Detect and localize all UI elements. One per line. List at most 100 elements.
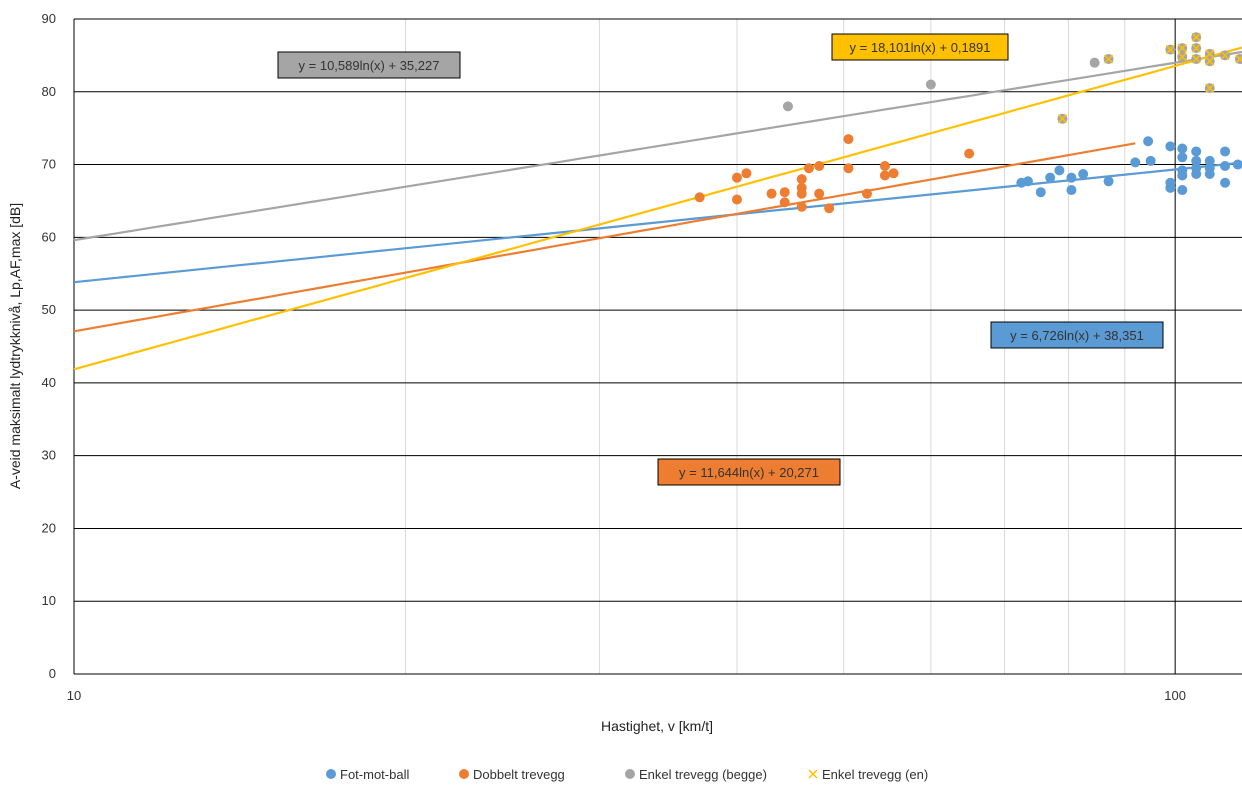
y-tick-label: 60 [42, 229, 56, 244]
equation-text: y = 6,726ln(x) + 38,351 [1010, 328, 1144, 343]
equation-box [990, 321, 1164, 349]
trendline-equation: y = 10,589ln(x) + 35,227 [277, 51, 461, 79]
data-point [1177, 152, 1188, 163]
data-point-stroke [1191, 32, 1201, 42]
data-point [1220, 146, 1231, 157]
equation-box [277, 51, 461, 79]
data-point [843, 134, 854, 145]
data-point-stroke [1205, 49, 1215, 59]
data-point-stroke [1104, 54, 1114, 64]
x-tick-label: 100 [1164, 688, 1186, 703]
data-point [731, 194, 742, 205]
data-point [824, 203, 835, 214]
data-point [862, 188, 873, 199]
y-tick-label: 50 [42, 302, 56, 317]
data-point-x [1177, 52, 1187, 62]
data-point [694, 192, 705, 203]
trendline [73, 46, 1242, 371]
equation-text: y = 18,101ln(x) + 0,1891 [850, 40, 991, 55]
legend: Fot-mot-ball Dobbelt trevegg Enkel trevegg… [326, 767, 928, 782]
data-point-stroke [1191, 43, 1201, 53]
trendline [73, 161, 1242, 284]
legend-entry: Enkel trevegg (en) [808, 767, 928, 782]
y-axis-title: A-veid maksimalt lydtrykknivå, Lp,AF,max… [7, 203, 23, 489]
data-point [1066, 185, 1077, 196]
data-point-x [1191, 43, 1201, 53]
data-point-x [1205, 56, 1215, 66]
y-tick-label: 10 [42, 593, 56, 608]
y-tick-label: 0 [49, 666, 56, 681]
equation-box [831, 33, 1009, 61]
data-point [1191, 169, 1202, 180]
y-tick-labels: 0 10 20 30 40 50 60 70 80 90 [42, 11, 56, 681]
data-point [879, 161, 890, 172]
data-point [741, 168, 752, 179]
legend-label: Enkel trevegg (begge) [639, 767, 767, 782]
trendline-equation: y = 11,644ln(x) + 20,271 [657, 458, 841, 486]
data-point [1145, 155, 1156, 166]
data-point [779, 197, 790, 208]
data-point-stroke [1220, 50, 1230, 60]
legend-label: Dobbelt trevegg [473, 767, 565, 782]
data-point [779, 187, 790, 198]
data-point-x [1191, 32, 1201, 42]
equation-text: y = 11,644ln(x) + 20,271 [679, 465, 819, 480]
data-point [888, 168, 899, 179]
data-point [1022, 176, 1033, 187]
data-point [1165, 141, 1176, 152]
data-point [1191, 146, 1202, 157]
legend-marker [625, 769, 635, 779]
data-point [796, 201, 807, 212]
legend-entry: Enkel trevegg (begge) [625, 767, 767, 782]
data-point [1089, 57, 1100, 68]
data-points [694, 32, 1242, 214]
trendline-equation: y = 18,101ln(x) + 0,1891 [831, 33, 1009, 61]
legend-entry: Dobbelt trevegg [459, 767, 565, 782]
legend-label: Enkel trevegg (en) [822, 767, 928, 782]
data-point-x [1220, 50, 1230, 60]
data-point [1191, 155, 1202, 166]
data-point [1177, 185, 1188, 196]
trendline-equation-labels: y = 6,726ln(x) + 38,351 y = 11,644ln(x) +… [277, 33, 1164, 486]
x-axis-title: Hastighet, v [km/t] [601, 718, 713, 734]
data-point [1177, 143, 1188, 154]
y-tick-label: 40 [42, 375, 56, 390]
data-point-x [1177, 43, 1187, 53]
data-point-x [1057, 114, 1067, 124]
data-point [1066, 172, 1077, 183]
data-point [1103, 176, 1114, 187]
data-point-stroke [1205, 56, 1215, 66]
y-tick-label: 20 [42, 520, 56, 535]
legend-marker [326, 769, 336, 779]
trendline [73, 50, 1242, 242]
data-point [814, 161, 825, 172]
data-point-stroke [1191, 54, 1201, 64]
data-point [964, 148, 975, 159]
trendlines [73, 46, 1242, 371]
legend-label: Fot-mot-ball [340, 767, 409, 782]
data-point [1204, 155, 1215, 166]
equation-box [657, 458, 841, 486]
chart-grid [73, 18, 1242, 675]
data-point [1220, 177, 1231, 188]
data-point [1220, 161, 1231, 172]
equation-text: y = 10,589ln(x) + 35,227 [299, 58, 440, 73]
trendline [73, 142, 1136, 333]
data-point-stroke [1235, 55, 1242, 64]
data-point [1035, 187, 1046, 198]
data-point [1143, 136, 1154, 147]
data-point [843, 163, 854, 174]
data-point [1054, 165, 1065, 176]
data-point [1204, 169, 1215, 180]
data-point-stroke [1205, 83, 1215, 93]
data-point [1165, 182, 1176, 193]
data-point-stroke [1057, 114, 1067, 124]
data-point-x [1104, 54, 1114, 64]
data-point-stroke [1165, 45, 1175, 55]
data-point [796, 174, 807, 185]
x-tick-labels: 10 100 [67, 688, 1186, 703]
data-point [766, 188, 777, 199]
data-point [879, 170, 890, 181]
legend-marker [459, 769, 469, 779]
